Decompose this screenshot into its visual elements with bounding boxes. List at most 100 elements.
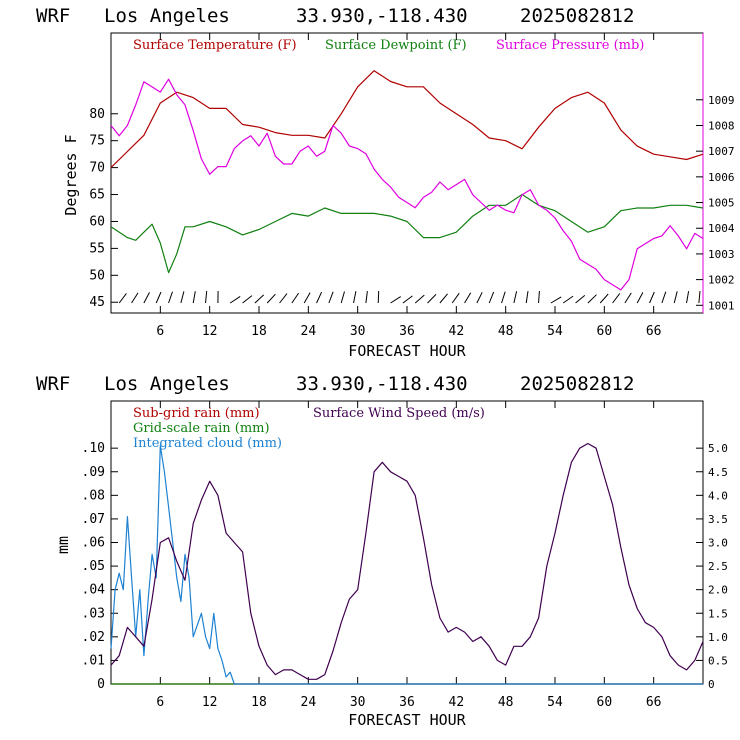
panel2-y2-tick-label: 1.0 — [708, 631, 728, 644]
panel2-y-tick-label: .10 — [82, 441, 105, 456]
panel1-y-tick-label: 80 — [89, 107, 105, 122]
panel1-y2-tick-label: 1005 — [708, 197, 735, 210]
wind-barb — [488, 291, 495, 304]
wind-barb — [279, 293, 288, 304]
panel1-x-tick-label: 24 — [301, 324, 317, 339]
series-line-surface-temperature-f — [110, 70, 704, 169]
wind-barb — [353, 291, 357, 304]
wind-barb — [180, 291, 185, 304]
panel1-y-tick-label: 45 — [89, 295, 105, 310]
panel2-x-tick-label: 60 — [597, 695, 613, 710]
panel2-y-tick-label: .06 — [82, 536, 105, 551]
wind-barb — [587, 294, 597, 304]
panel2-y-tick-label: .03 — [82, 606, 105, 621]
wind-barb — [266, 293, 276, 304]
panel1-y-tick-label: 65 — [89, 188, 105, 203]
legend-integrated-cloud: Integrated cloud (mm) — [133, 436, 282, 451]
panel1-y2-tick-label: 1002 — [708, 274, 735, 287]
panel2-y2-tick-label: 3.0 — [708, 537, 728, 550]
wind-barb — [636, 292, 644, 304]
panel2-ticks: 6 12 18 24 30 36 42 48 54 60 66 0 .01 .02 .03 .04 .05 .06… — [82, 401, 728, 710]
wind-barb — [303, 292, 311, 304]
wind-barb — [476, 292, 483, 304]
panel1-y2-tick-label: 1004 — [708, 222, 735, 235]
wind-barb — [340, 291, 345, 304]
panel2-x-tick-label: 54 — [547, 695, 563, 710]
panel1-legend: Surface Temperature (F) Surface Dewpoint… — [133, 38, 644, 53]
panel2-y-tick-label: .09 — [82, 465, 105, 480]
panel2-x-tick-label: 30 — [350, 695, 366, 710]
wind-barb — [365, 291, 368, 304]
panel2-coords: 33.930,-118.430 — [296, 373, 468, 395]
panel2-series — [110, 442, 704, 685]
panel1-x-tick-label: 54 — [547, 324, 563, 339]
wind-barb — [612, 293, 621, 304]
wind-barb — [439, 293, 448, 304]
wind-barb — [464, 292, 472, 304]
wind-barb — [414, 294, 425, 304]
wind-barb — [328, 291, 334, 304]
wind-barb — [661, 291, 667, 304]
panel2-x-tick-label: 48 — [498, 695, 514, 710]
wind-barb — [575, 295, 586, 304]
panel2-x-tick-label: 6 — [156, 695, 164, 710]
panel1-y2-tick-label: 1001 — [708, 299, 735, 312]
legend-surface-pressure: Surface Pressure (mb) — [496, 38, 644, 53]
panel2-x-tick-label: 24 — [301, 695, 317, 710]
panel1-init-time: 2025082812 — [520, 5, 634, 27]
wind-barb — [390, 296, 401, 304]
panel1-location: Los Angeles — [104, 5, 230, 27]
series-line-surface-wind-speed-m-s — [110, 442, 704, 680]
panel2-y2-tick-label: 4.0 — [708, 489, 728, 502]
panel2-init-time: 2025082812 — [520, 373, 634, 395]
panel2-y2-tick-label: 1.5 — [708, 607, 728, 620]
panel2-y-tick-label: .01 — [82, 653, 105, 668]
legend-surface-temperature: Surface Temperature (F) — [133, 38, 297, 53]
panel2-location: Los Angeles — [104, 373, 230, 395]
wind-barb — [513, 291, 518, 304]
panel1-x-tick-label: 60 — [597, 324, 613, 339]
panel2-y2-tick-label: 2.0 — [708, 584, 728, 597]
wind-barb — [525, 291, 529, 304]
wind-barb — [624, 292, 632, 304]
wind-barb — [229, 295, 241, 304]
wind-barb — [242, 295, 253, 304]
panel1-wind-barbs — [118, 290, 701, 304]
panel1-model: WRF — [36, 5, 70, 27]
wind-barb — [673, 291, 678, 304]
panel1-x-tick-label: 66 — [646, 324, 662, 339]
wind-barb — [205, 291, 208, 304]
panel1-x-tick-label: 36 — [399, 324, 415, 339]
wind-barb — [254, 294, 265, 304]
panel1-y2-tick-label: 1006 — [708, 171, 735, 184]
legend-surface-wind-speed: Surface Wind Speed (m/s) — [313, 406, 485, 421]
panel2-x-tick-label: 18 — [251, 695, 267, 710]
panel2-y2-tick-label: 3.5 — [708, 513, 728, 526]
panel2-y2-tick-label: 0.5 — [708, 654, 728, 667]
panel2-y-tick-label: 0 — [97, 677, 105, 692]
wind-barb — [550, 296, 562, 304]
panel1-x-tick-label: 48 — [498, 324, 514, 339]
panel2-x-tick-label: 12 — [202, 695, 218, 710]
wind-barb — [649, 291, 655, 304]
wind-barb — [698, 291, 701, 304]
panel2-y-tick-label: .08 — [82, 488, 105, 503]
panel1-x-tick-label: 12 — [202, 324, 218, 339]
wind-barb — [501, 291, 506, 304]
wind-barb — [451, 292, 460, 304]
panel1-x-tick-label: 18 — [251, 324, 267, 339]
wind-barb — [131, 292, 139, 304]
wind-barb — [291, 292, 300, 304]
panel1-y-tick-label: 50 — [89, 268, 105, 283]
panel2-y-tick-label: .05 — [82, 559, 105, 574]
panel2-legend: Sub-grid rain (mm) Surface Wind Speed (m… — [133, 406, 485, 451]
panel1-y2-tick-label: 1007 — [708, 145, 735, 158]
panel2-y2-tick-label: 5.0 — [708, 442, 728, 455]
legend-grid-scale-rain: Grid-scale rain (mm) — [133, 421, 270, 436]
panel1-series — [110, 70, 704, 291]
wind-barb — [155, 291, 162, 304]
panel2-model: WRF — [36, 373, 70, 395]
wind-barb — [427, 294, 437, 304]
panel1-plot-frame — [110, 32, 704, 314]
